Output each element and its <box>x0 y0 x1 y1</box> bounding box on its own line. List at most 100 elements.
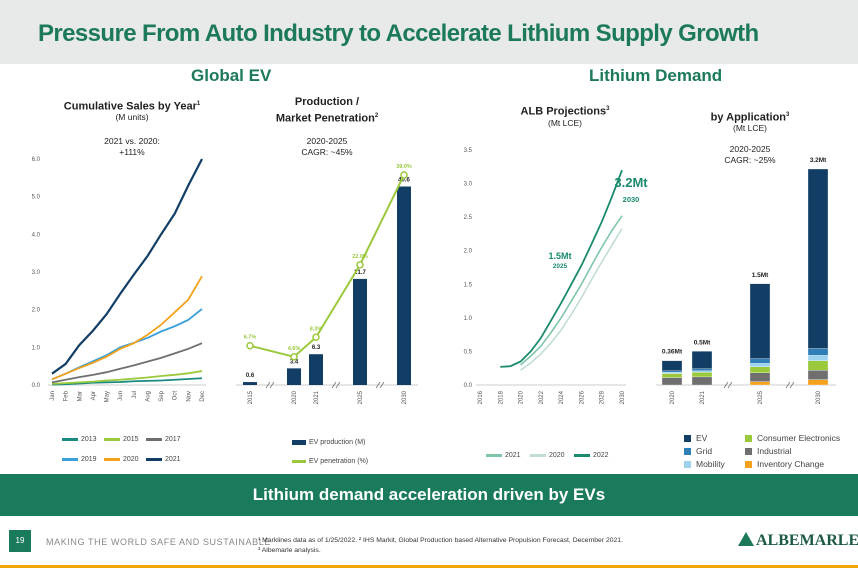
c2-x-tick-label: 2025 <box>358 390 364 404</box>
legend-label-proj-2021: 2021 <box>505 452 521 459</box>
c4-segment-2021 <box>691 368 713 371</box>
c3-y-tick-label: 2.0 <box>464 249 473 255</box>
chart3-annotation-2025-year: 2025 <box>552 263 568 270</box>
chart4-note-line2: CAGR: ~25% <box>724 155 776 165</box>
chart2-note-line1: 2020-2025 <box>306 136 348 146</box>
c3-x-tick-label: 2018 <box>498 390 504 404</box>
c2-bar-2020 <box>287 368 301 385</box>
c1-x-tick-label: Aug <box>145 391 151 402</box>
chart3-units: (Mt LCE) <box>548 118 582 128</box>
c1-y-tick-label: 4.0 <box>32 232 41 238</box>
c2-x-tick-label: 2020 <box>292 390 298 404</box>
c4-x-tick-label: 2030 <box>816 390 822 404</box>
c1-x-tick-label: Mar <box>77 391 83 401</box>
legend-label-ev-production: EV production (M) <box>309 439 366 446</box>
legend-item-grid: Grid <box>684 446 712 456</box>
chart3-title-sup: 3 <box>606 106 610 112</box>
c2-bar-label: 0.6 <box>246 373 255 379</box>
legend-item-2015: 2015 <box>104 436 139 443</box>
chart1-note-line1: 2021 vs. 2020: <box>104 136 160 146</box>
legend-label-mobility: Mobility <box>696 459 725 469</box>
chart1-title-sup: 1 <box>196 101 201 107</box>
legend-label-2019: 2019 <box>81 456 97 463</box>
c2-bar-2015 <box>243 382 257 385</box>
c3-x-tick-label: 2024 <box>559 390 565 404</box>
legend-item-ev-production: EV production (M) <box>292 439 365 446</box>
c4-segment-2020 <box>661 372 683 374</box>
c2-bar-label: 3.4 <box>290 359 299 365</box>
c4-x-tick-label: 2020 <box>670 390 676 404</box>
c3-series-line-2020 <box>520 228 623 371</box>
chart4-units: (Mt LCE) <box>733 123 767 133</box>
chart2-title-sup: 2 <box>374 113 379 119</box>
legend-item-proj-2020: 2020 <box>530 452 565 459</box>
c4-total-label: 0.5Mt <box>694 339 711 346</box>
footer-accent-line <box>0 565 858 568</box>
chart3-annotation-2030-year: 2030 <box>622 195 640 204</box>
chart3-annotation-2030-value: 3.2Mt <box>614 175 648 190</box>
c1-x-tick-label: Feb <box>64 390 70 401</box>
c3-y-tick-label: 0.0 <box>464 383 473 389</box>
c2-bar-label: 21.7 <box>354 270 366 276</box>
chart3-annotation-2025-value: 1.5Mt <box>548 251 572 261</box>
c4-segment-2025 <box>749 363 771 367</box>
c1-series-line-2021 <box>51 158 203 375</box>
legend-label-proj-2022: 2022 <box>593 452 609 459</box>
c4-segment-2025 <box>749 358 771 364</box>
c4-total-label: 0.36Mt <box>662 349 683 356</box>
c2-x-tick-label: 2021 <box>314 390 320 404</box>
c2-penetration-point <box>356 261 364 269</box>
legend-label-ev-penetration: EV penetration (%) <box>309 458 369 465</box>
c1-y-tick-label: 1.0 <box>32 345 41 351</box>
c3-x-tick-label: 2026 <box>579 390 585 404</box>
legend-item-proj-2022: 2022 <box>574 452 609 459</box>
c2-penetration-point <box>290 353 298 361</box>
c2-penetration-label: 39.0% <box>396 164 412 170</box>
c2-bar-2030 <box>397 186 411 385</box>
c4-segment-2020 <box>661 373 683 378</box>
c3-x-tick-label: 2028 <box>600 390 606 404</box>
c4-axis-break-mark <box>785 381 791 389</box>
chart4-note-line1: 2020-2025 <box>729 144 771 154</box>
c4-total-label: 3.2Mt <box>810 157 827 164</box>
c4-segment-2030 <box>807 168 829 349</box>
c2-axis-break-mark <box>379 381 385 389</box>
legend-item-ev: EV <box>684 433 707 443</box>
c2-axis-break-mark <box>375 381 381 389</box>
footnote-line1: ¹ Marklines data as of 1/25/2022. ² IHS … <box>258 537 623 544</box>
c1-y-tick-label: 2.0 <box>32 308 41 314</box>
legend-label-industrial: Industrial <box>757 446 792 456</box>
legend-item-proj-2021: 2021 <box>486 452 521 459</box>
c4-segment-2030 <box>807 379 829 386</box>
c3-y-tick-label: 1.0 <box>464 316 473 322</box>
c4-segment-2020 <box>661 370 683 373</box>
c2-penetration-point <box>400 171 408 179</box>
c2-x-tick-label: 2015 <box>248 390 254 404</box>
c1-series-line-2017 <box>51 342 203 384</box>
c2-penetration-label: 6.7% <box>244 335 257 341</box>
c3-y-tick-label: 0.5 <box>464 349 473 355</box>
summary-band: Lithium demand acceleration driven by EV… <box>0 474 858 516</box>
c2-bar-2025 <box>353 278 367 385</box>
c2-penetration-label: 22.0% <box>352 254 368 260</box>
c2-penetration-point <box>312 333 320 342</box>
c4-segment-2021 <box>691 372 713 378</box>
legend-item-2013: 2013 <box>62 436 97 443</box>
c2-bar-2021 <box>309 354 323 385</box>
c1-y-tick-label: 5.0 <box>32 195 41 201</box>
chart2-title-line1: Production / <box>294 96 360 108</box>
c1-x-tick-label: Oct <box>173 391 179 401</box>
c3-y-tick-label: 2.5 <box>464 215 473 221</box>
c2-bar-label: 40.6 <box>398 178 410 184</box>
c4-segment-2025 <box>749 381 771 386</box>
c1-x-tick-label: Jan <box>50 391 56 401</box>
legend-label-2020: 2020 <box>123 456 139 463</box>
c4-axis-break-mark <box>723 381 729 389</box>
c4-axis-break-mark <box>789 381 795 389</box>
tagline: MAKING THE WORLD SAFE AND SUSTAINABLE <box>46 537 271 547</box>
chart3-title: ALB Projections3 <box>500 102 630 119</box>
c4-segment-2021 <box>691 376 713 386</box>
chart1-units: (M units) <box>115 112 149 122</box>
c3-y-tick-label: 3.5 <box>464 148 473 154</box>
